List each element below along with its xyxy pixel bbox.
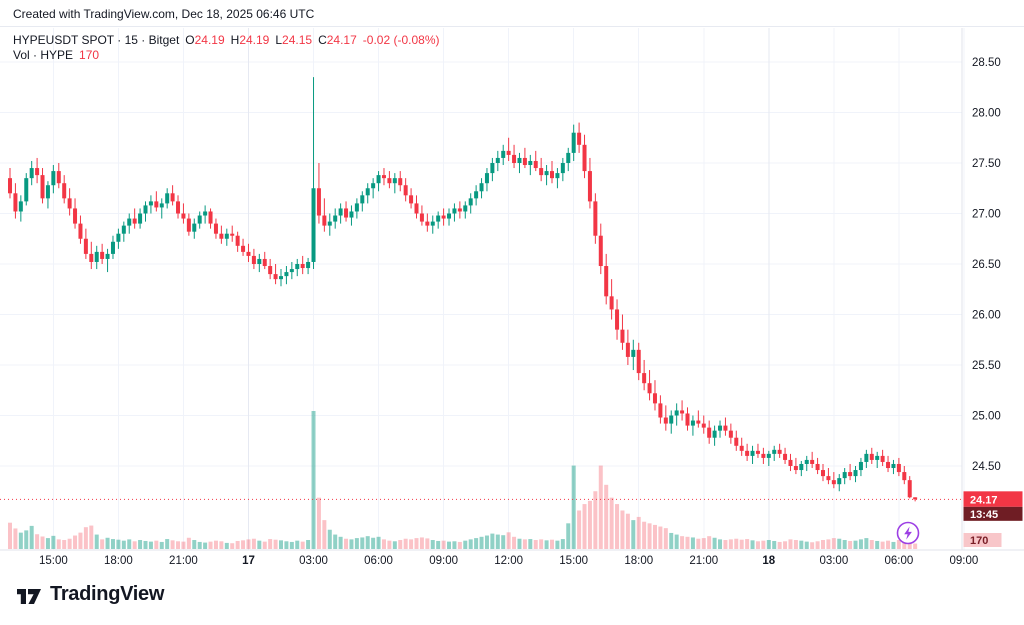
last-volume-label: 170 (970, 535, 988, 547)
grid (0, 28, 965, 550)
price-tick-label: 28.50 (972, 57, 1001, 69)
last-price-badge: 24.17 (963, 491, 1023, 507)
chart-legend: HYPEUSDT SPOT · 15 · Bitget O24.19 H24.19 L… (13, 33, 439, 63)
price-tick-label: 26.50 (972, 259, 1001, 271)
lightning-icon[interactable] (895, 520, 921, 546)
volume-indicator-value: 170 (79, 48, 100, 62)
low-value: 24.15 (282, 33, 313, 47)
time-tick-label: 09:00 (950, 555, 979, 567)
volume-badge: 170 (963, 533, 1002, 547)
time-tick-label: 17 (242, 555, 255, 567)
time-tick-label: 06:00 (884, 555, 913, 567)
close-value: 24.17 (326, 33, 357, 47)
volume-bars (8, 411, 918, 549)
high-value: 24.19 (239, 33, 270, 47)
volume-indicator-label[interactable]: Vol · HYPE (13, 48, 74, 62)
close-label: C (318, 33, 327, 47)
price-tick-label: 28.00 (972, 108, 1001, 120)
time-tick-label: 15:00 (559, 555, 588, 567)
price-tick-label: 24.50 (972, 461, 1001, 473)
price-tick-label: 25.50 (972, 360, 1001, 372)
high-label: H (230, 33, 240, 47)
time-tick-label: 09:00 (429, 555, 458, 567)
open-label: O (185, 33, 195, 47)
price-tick-label: 27.00 (972, 209, 1001, 221)
last-price-label: 24.17 (970, 494, 998, 506)
time-tick-label: 12:00 (494, 555, 523, 567)
tradingview-logo-mark (17, 588, 41, 604)
candles (8, 77, 918, 502)
attribution-text: Created with TradingView.com, Dec 18, 20… (13, 7, 315, 21)
tradingview-logo[interactable]: TradingView (16, 583, 164, 606)
price-axis[interactable]: 28.50 28.00 27.50 27.00 26.50 26.00 25.50 25.00… (972, 57, 1001, 473)
time-axis[interactable]: 15:00 18:00 21:00 17 03:00 06:00 09:00 12:00 15:… (39, 555, 978, 567)
time-tick-label: 21:00 (689, 555, 718, 567)
open-value: 24.19 (194, 33, 225, 47)
change-value: -0.02 (-0.08%) (362, 33, 440, 47)
candle-countdown-label: 13:45 (970, 509, 998, 521)
time-tick-label: 18:00 (104, 555, 133, 567)
lightning-icon-svg (896, 521, 920, 545)
price-tick-label: 26.00 (972, 310, 1001, 322)
countdown-badge: 13:45 (963, 506, 1023, 521)
time-tick-label: 03:00 (819, 555, 848, 567)
time-tick-label: 15:00 (39, 555, 68, 567)
time-tick-label: 03:00 (299, 555, 328, 567)
low-label: L (275, 33, 283, 47)
time-tick-label: 21:00 (169, 555, 198, 567)
symbol-title[interactable]: HYPEUSDT SPOT · 15 · Bitget (13, 33, 180, 47)
tradingview-wordmark: TradingView (50, 583, 165, 605)
time-tick-label: 18:00 (624, 555, 653, 567)
time-tick-label: 06:00 (364, 555, 393, 567)
price-tick-label: 27.50 (972, 158, 1001, 170)
snapshot-attribution: Created with TradingView.com, Dec 18, 20… (0, 0, 1024, 27)
price-tick-label: 25.00 (972, 411, 1001, 423)
time-tick-label: 18 (762, 555, 775, 567)
